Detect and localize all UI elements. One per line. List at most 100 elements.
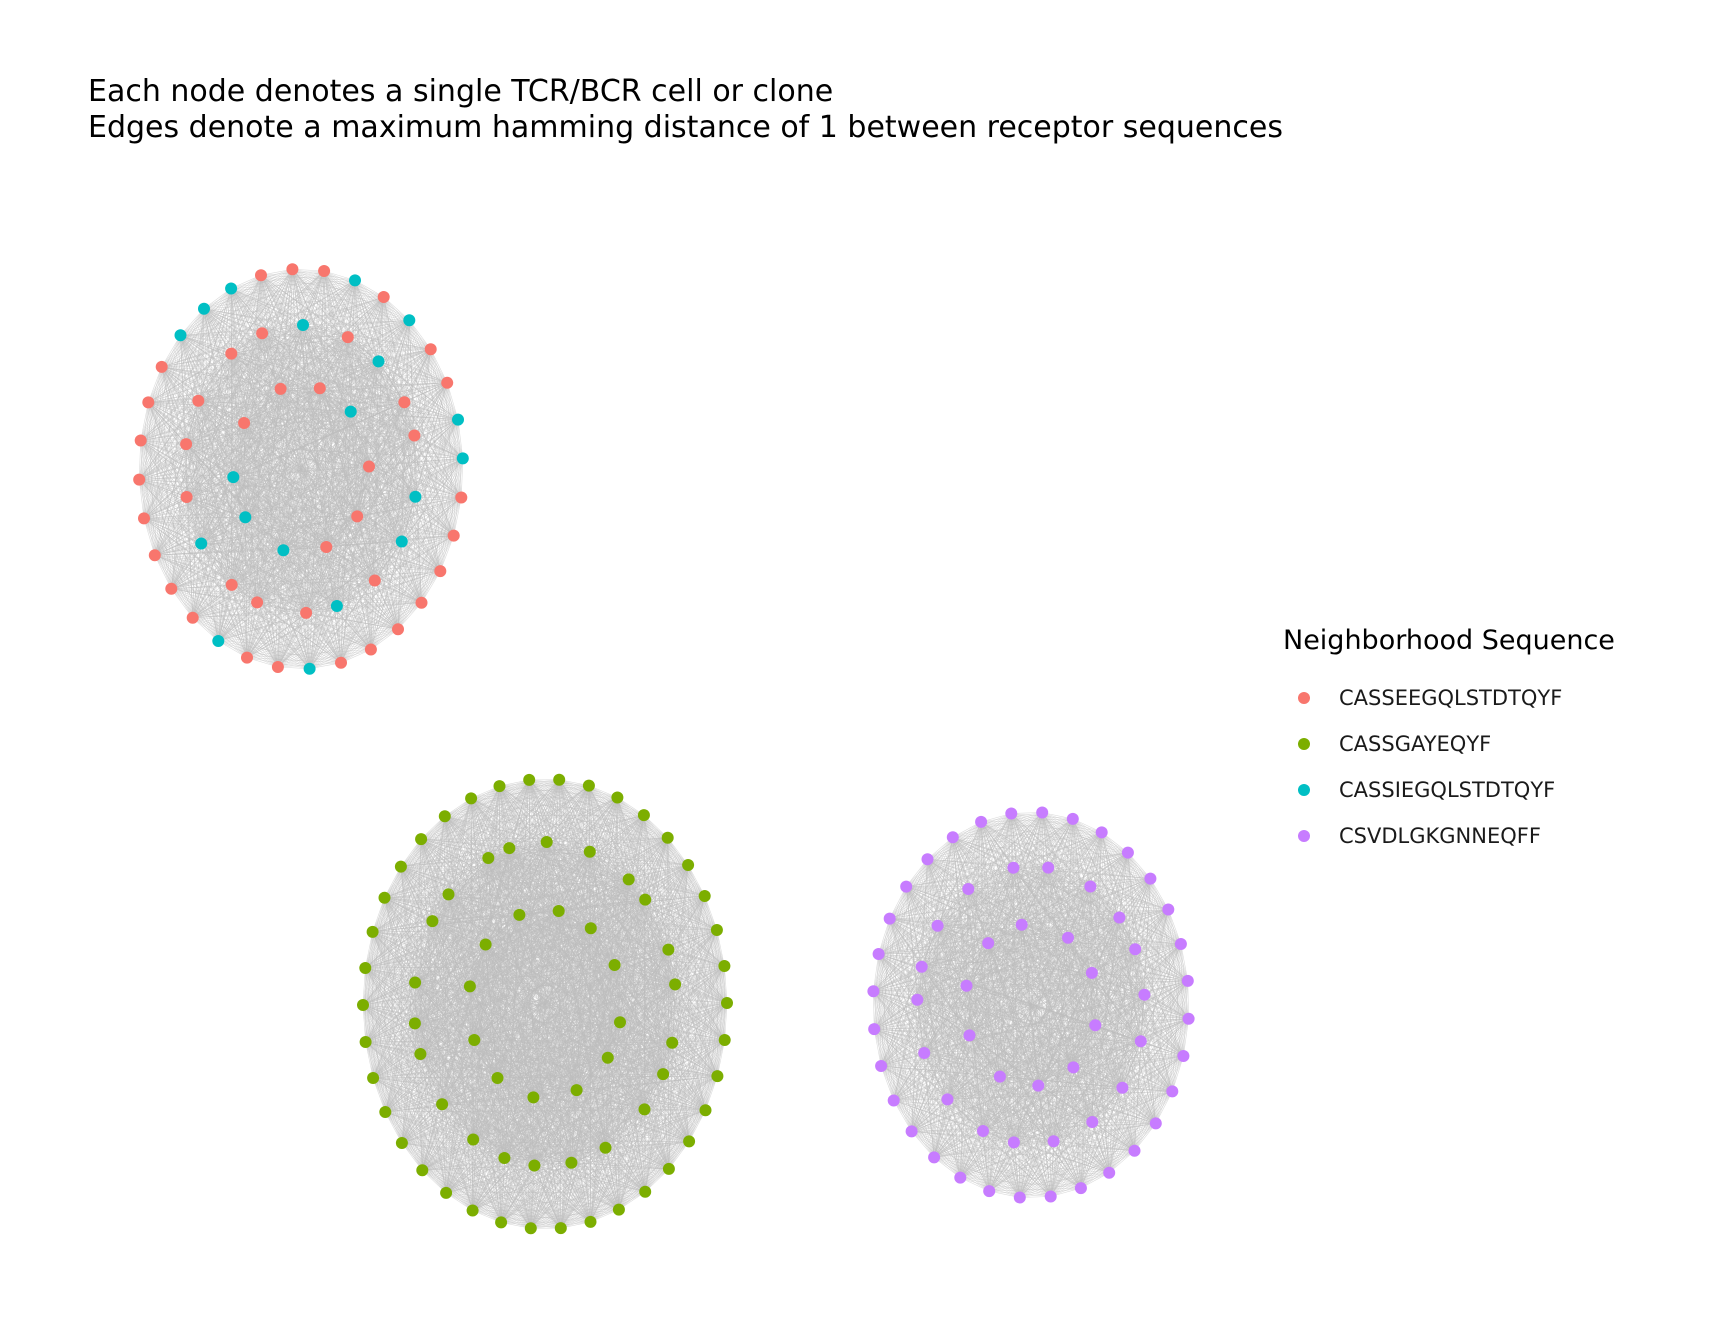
edge: [500, 1141, 690, 1223]
edge: [233, 324, 304, 478]
edge: [192, 580, 375, 618]
edge: [148, 366, 162, 403]
edge: [370, 458, 464, 650]
edge: [257, 602, 307, 614]
edge: [198, 400, 232, 585]
edge: [283, 549, 375, 581]
edge: [283, 361, 379, 551]
edge: [319, 388, 351, 412]
edge: [415, 496, 422, 603]
edge: [370, 580, 376, 650]
edge: [368, 435, 415, 467]
edge: [243, 333, 263, 424]
edge: [261, 333, 463, 459]
edge: [161, 366, 281, 390]
edge: [198, 308, 205, 401]
edge: [148, 402, 202, 544]
edge: [283, 280, 356, 551]
edge: [246, 458, 464, 658]
edge: [186, 496, 284, 551]
edge: [198, 400, 246, 518]
edge: [185, 422, 245, 445]
edge: [283, 549, 422, 603]
edge: [302, 324, 405, 403]
edge: [357, 458, 463, 517]
edge: [280, 388, 405, 403]
edge: [362, 967, 366, 1006]
edge: [422, 1165, 535, 1171]
edge: [261, 280, 356, 334]
edge: [198, 288, 232, 401]
edge: [356, 382, 448, 517]
edge: [245, 333, 263, 518]
edge: [161, 366, 284, 551]
edge: [378, 361, 459, 420]
edge: [198, 400, 416, 498]
edge: [140, 440, 232, 586]
edge: [370, 435, 415, 650]
edge: [198, 388, 320, 402]
edge: [372, 982, 416, 1079]
edge: [185, 444, 187, 498]
edge: [560, 1141, 690, 1229]
edge: [198, 275, 262, 401]
edge: [280, 336, 348, 390]
edge: [243, 422, 358, 517]
edge: [362, 1004, 416, 1024]
edge: [292, 269, 459, 420]
edge: [280, 388, 284, 551]
edge: [472, 1141, 690, 1211]
edge: [185, 443, 284, 551]
edge: [245, 402, 405, 518]
edge: [186, 496, 232, 586]
edge: [245, 496, 416, 518]
edge: [326, 541, 402, 548]
edge: [245, 516, 284, 551]
edge: [192, 602, 258, 618]
edge: [302, 324, 351, 412]
edge: [256, 516, 358, 603]
edge: [445, 1157, 505, 1194]
edge: [246, 466, 370, 658]
edge: [233, 275, 262, 478]
edge: [280, 361, 379, 390]
edge: [198, 320, 410, 402]
edge: [261, 333, 358, 517]
edge: [186, 496, 338, 607]
edge: [200, 543, 258, 603]
edge: [370, 419, 459, 650]
edge: [362, 1004, 443, 1105]
edge: [180, 335, 187, 445]
edge: [262, 333, 348, 338]
edge: [201, 435, 415, 544]
edge: [373, 1039, 725, 1079]
edge: [233, 422, 245, 478]
edge: [409, 320, 459, 420]
edge: [365, 967, 443, 1105]
edge: [261, 333, 403, 542]
edge: [280, 388, 416, 498]
edge: [372, 1077, 443, 1105]
edge: [409, 320, 464, 459]
edge: [192, 541, 402, 618]
edge: [256, 458, 463, 603]
edge: [347, 320, 410, 338]
edge: [171, 588, 258, 603]
edge: [404, 402, 416, 497]
edge: [201, 543, 284, 551]
edge: [368, 466, 416, 498]
edge: [245, 516, 375, 581]
edge: [302, 324, 459, 420]
edge: [138, 479, 145, 519]
edge: [185, 400, 199, 445]
edge: [256, 546, 327, 603]
edge: [231, 353, 448, 384]
edge: [347, 336, 379, 362]
edge: [143, 458, 463, 519]
edge: [231, 435, 415, 586]
edge: [139, 443, 187, 480]
edge: [326, 546, 375, 581]
edge: [374, 541, 403, 581]
edge: [261, 333, 376, 581]
edge: [201, 543, 375, 581]
